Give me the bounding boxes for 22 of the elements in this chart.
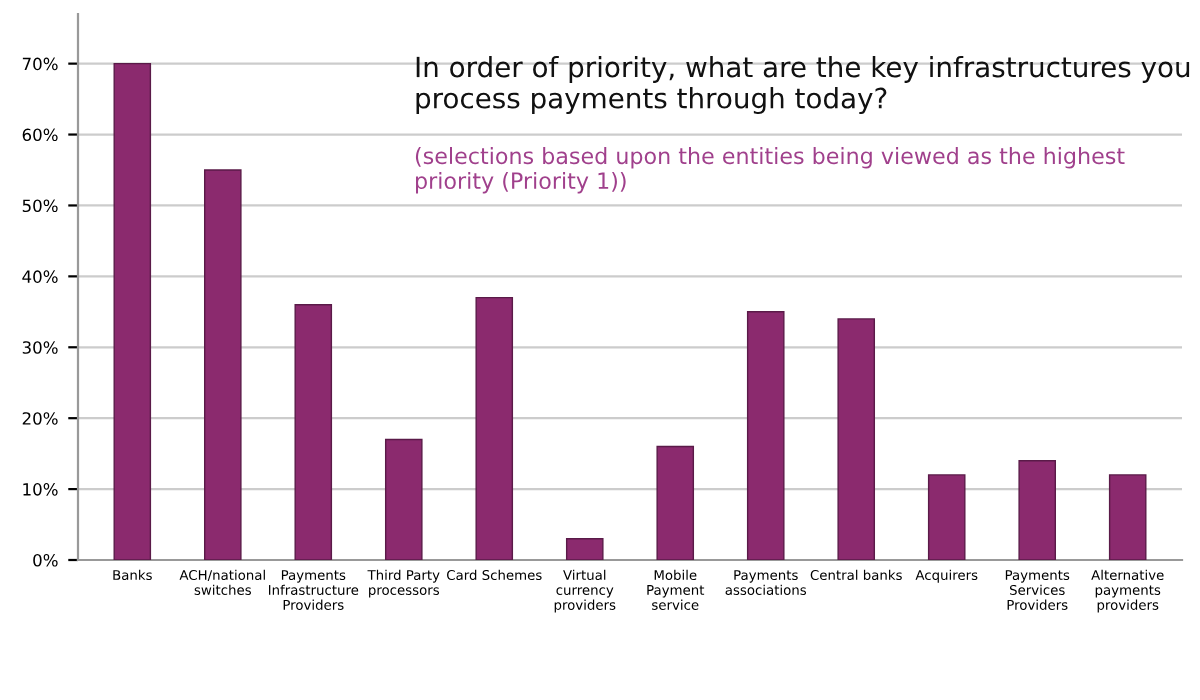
bar	[294, 304, 333, 560]
y-tick-label: 20%	[22, 412, 58, 425]
bar	[746, 311, 785, 560]
bar	[656, 445, 695, 560]
y-tick-label: 40%	[22, 270, 58, 283]
y-tick-label: 60%	[22, 128, 58, 142]
bar	[113, 62, 152, 560]
bar	[475, 296, 514, 560]
y-tick-label: 70%	[22, 57, 58, 71]
bar	[565, 538, 604, 560]
bar	[837, 318, 876, 560]
bar	[1108, 474, 1147, 560]
bar	[384, 438, 423, 560]
y-tick-label: 50%	[22, 199, 58, 213]
y-tick-label: 10%	[23, 483, 58, 496]
bar	[1018, 460, 1057, 560]
bar	[927, 474, 966, 560]
y-tick-label: 30%	[22, 341, 58, 354]
text: (selections based upon the entities being viewed as the highest priority (Priority 1))	[415, 147, 1125, 194]
text: In order of priority, what are the key infrastructures you process payments through today?	[416, 56, 1190, 114]
y-tick-label: 0%	[33, 553, 58, 567]
bar	[203, 169, 242, 560]
